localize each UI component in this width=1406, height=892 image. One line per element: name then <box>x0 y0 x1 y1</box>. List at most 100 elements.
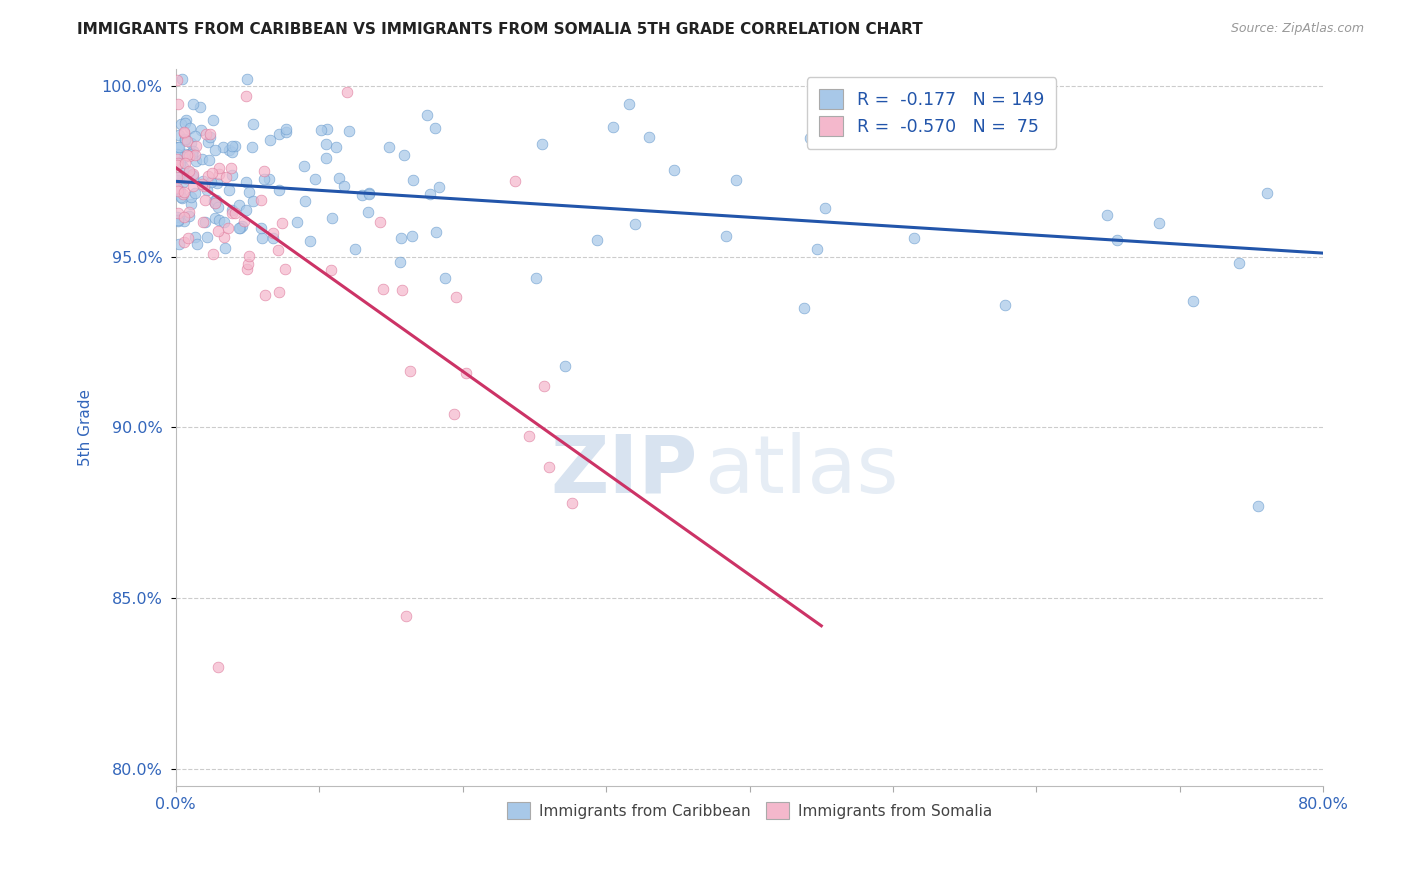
Point <box>218 143 240 157</box>
Point <box>274 125 297 139</box>
Point <box>167 170 190 185</box>
Point <box>179 210 201 224</box>
Point <box>166 213 188 227</box>
Point <box>377 140 399 154</box>
Point <box>389 231 412 245</box>
Point <box>240 140 263 154</box>
Point <box>368 215 391 229</box>
Point <box>198 128 221 142</box>
Point <box>423 121 446 136</box>
Point <box>166 214 188 228</box>
Point <box>179 121 201 136</box>
Y-axis label: 5th Grade: 5th Grade <box>79 389 93 466</box>
Point <box>799 130 821 145</box>
Point <box>806 243 828 257</box>
Point <box>259 133 281 147</box>
Point <box>167 128 190 142</box>
Point <box>250 220 273 235</box>
Point <box>221 139 243 153</box>
Point <box>299 234 322 248</box>
Point <box>1182 294 1205 309</box>
Point <box>172 71 194 86</box>
Point <box>315 137 337 152</box>
Point <box>166 210 188 224</box>
Point <box>198 129 221 144</box>
Point <box>166 156 188 170</box>
Point <box>586 233 609 247</box>
Point <box>252 231 274 245</box>
Point <box>166 184 188 198</box>
Text: IMMIGRANTS FROM CARIBBEAN VS IMMIGRANTS FROM SOMALIA 5TH GRADE CORRELATION CHART: IMMIGRANTS FROM CARIBBEAN VS IMMIGRANTS … <box>77 22 924 37</box>
Point <box>176 134 198 148</box>
Point <box>309 123 332 137</box>
Point <box>177 231 200 245</box>
Point <box>229 220 252 235</box>
Point <box>172 175 194 189</box>
Point <box>235 175 257 189</box>
Point <box>231 219 253 234</box>
Point <box>166 97 188 112</box>
Point <box>1095 208 1118 222</box>
Point <box>724 172 747 186</box>
Point <box>205 177 228 191</box>
Point <box>204 211 226 226</box>
Point <box>228 221 250 235</box>
Point <box>169 184 191 198</box>
Point <box>197 230 219 244</box>
Point <box>166 157 188 171</box>
Point <box>184 230 207 244</box>
Point <box>325 140 347 154</box>
Point <box>399 364 422 378</box>
Point <box>173 150 195 164</box>
Point <box>183 167 205 181</box>
Point <box>193 179 215 194</box>
Point <box>217 221 239 235</box>
Point <box>173 116 195 130</box>
Point <box>1227 256 1250 270</box>
Point <box>236 257 259 271</box>
Point <box>181 144 204 158</box>
Point <box>793 301 815 315</box>
Point <box>235 88 257 103</box>
Point <box>174 113 197 128</box>
Point <box>181 169 204 183</box>
Point <box>207 200 229 214</box>
Point <box>174 133 197 147</box>
Point <box>204 194 226 208</box>
Point <box>177 165 200 179</box>
Point <box>1256 186 1278 201</box>
Point <box>177 148 200 162</box>
Point <box>180 136 202 151</box>
Point <box>221 206 243 220</box>
Point <box>204 195 226 210</box>
Point <box>602 120 624 134</box>
Point <box>174 131 197 145</box>
Point <box>1247 499 1270 513</box>
Point <box>218 183 240 197</box>
Point <box>201 247 224 261</box>
Point <box>207 224 229 238</box>
Point <box>166 169 188 184</box>
Point <box>619 96 641 111</box>
Point <box>180 168 202 182</box>
Point <box>373 282 395 296</box>
Point <box>174 156 197 170</box>
Point <box>205 193 228 207</box>
Point <box>166 152 188 166</box>
Point <box>321 211 343 225</box>
Point <box>191 214 214 228</box>
Point <box>204 195 226 210</box>
Point <box>814 201 837 215</box>
Point <box>359 187 381 202</box>
Point <box>214 215 236 229</box>
Point <box>236 71 259 86</box>
Point <box>269 127 291 141</box>
Point <box>180 190 202 204</box>
Point <box>172 160 194 174</box>
Point <box>186 139 208 153</box>
Point <box>173 171 195 186</box>
Point <box>238 249 260 263</box>
Point <box>292 159 315 173</box>
Point <box>235 202 257 217</box>
Point <box>167 140 190 154</box>
